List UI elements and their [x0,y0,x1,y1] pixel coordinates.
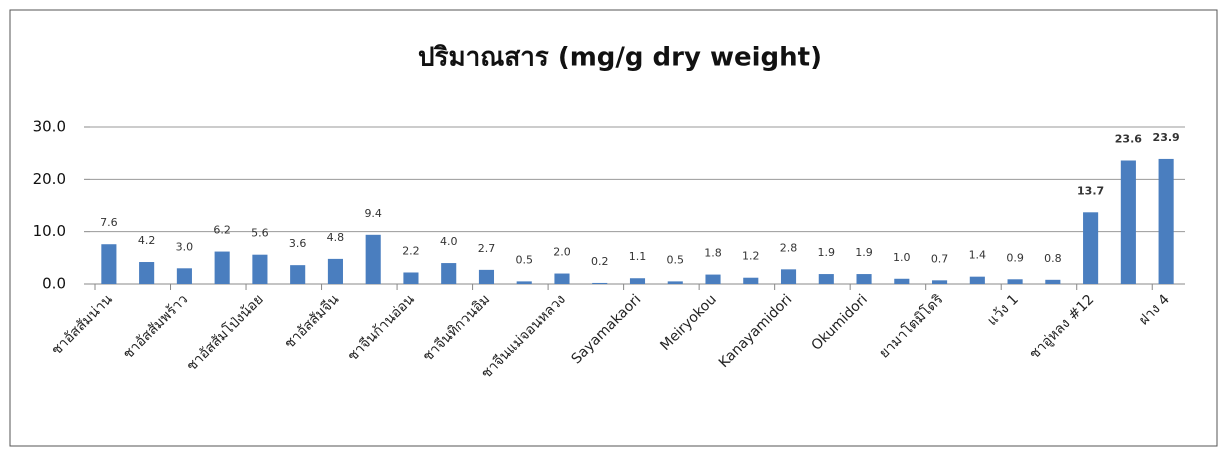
value-label: 7.6 [100,216,118,229]
bar [214,251,230,284]
bar [856,274,872,284]
bar [629,278,646,284]
value-label: 1.9 [818,246,836,259]
bar [252,254,268,284]
value-label: 4.2 [138,234,156,247]
bar [1158,158,1174,284]
value-label: 1.0 [893,251,911,264]
y-tick-label: 30.0 [33,118,66,136]
chart-title: ปริมาณสาร (mg/g dry weight) [418,43,822,73]
bar [176,268,192,284]
bar [139,262,155,284]
value-label: 2.8 [780,241,798,254]
value-label: 1.8 [704,247,722,260]
value-label: 0.7 [931,252,949,265]
bar [290,265,306,284]
bar [667,281,683,284]
value-label: 0.5 [667,253,685,266]
bar [403,272,419,284]
bar [592,282,608,284]
bar [743,277,759,284]
bar [932,280,948,284]
value-label: 1.2 [742,250,760,263]
bar [969,276,985,284]
bar [1045,279,1061,284]
value-label: 4.8 [327,231,345,244]
value-label: 9.4 [364,207,382,220]
value-label: 13.7 [1077,184,1104,197]
bar [365,234,381,284]
value-label: 0.2 [591,255,609,268]
bar [1007,279,1023,284]
bar [780,269,797,284]
value-label: 0.5 [515,253,533,266]
y-tick-label: 20.0 [33,170,66,188]
value-label: 1.4 [969,249,987,262]
bar [705,274,721,284]
y-tick-label: 0.0 [42,275,66,293]
value-label: 1.9 [855,246,873,259]
value-label: 5.6 [251,227,269,240]
value-label: 4.0 [440,235,458,248]
bar [516,281,532,284]
value-label: 0.8 [1044,252,1062,265]
value-label: 2.2 [402,244,420,257]
bar [554,273,570,284]
bar [441,263,457,284]
value-label: 23.6 [1115,132,1142,145]
bar [101,244,117,284]
value-label: 3.0 [176,240,194,253]
bar [818,274,834,284]
bar [327,258,343,284]
value-label: 23.9 [1153,131,1180,144]
value-label: 2.0 [553,246,571,259]
value-label: 3.6 [289,237,307,250]
value-label: 6.2 [213,224,231,237]
value-label: 0.9 [1006,251,1024,264]
value-label: 2.7 [478,242,496,255]
bar [478,269,495,284]
chart-frame [9,9,1218,447]
bar [894,278,910,284]
bar [1083,212,1099,284]
value-label: 1.1 [629,250,647,263]
bar [1120,160,1136,284]
y-tick-label: 10.0 [33,222,66,240]
